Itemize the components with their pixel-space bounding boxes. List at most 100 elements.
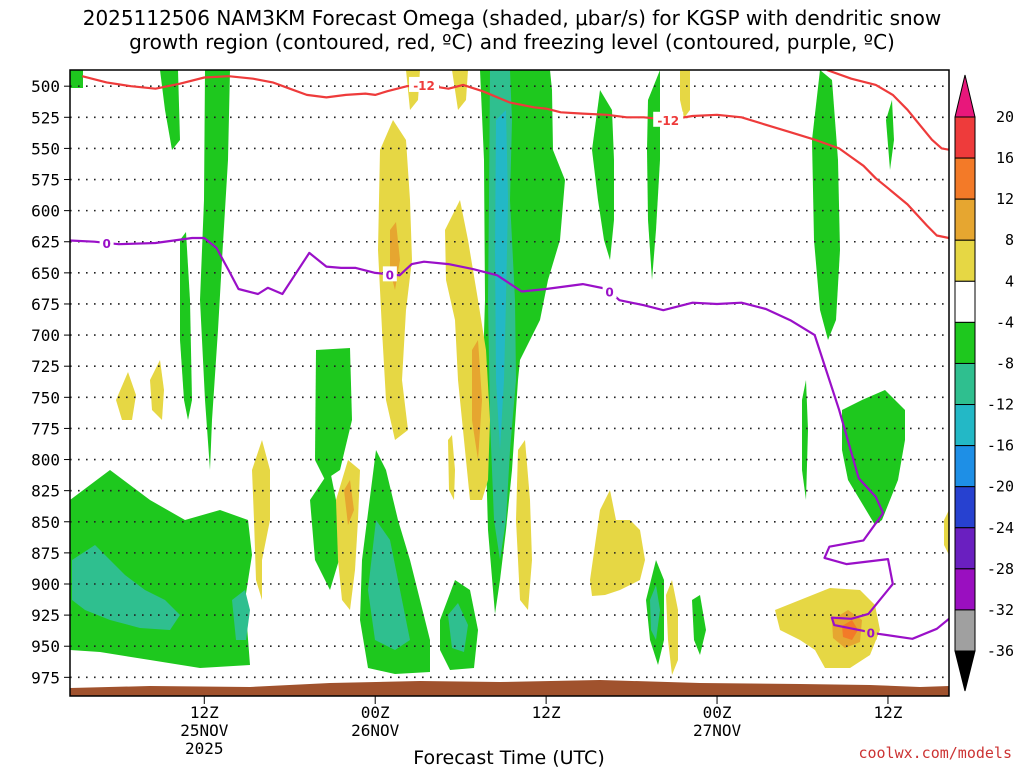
y-tick-label: 725 (31, 357, 60, 376)
omega-region-green (70, 70, 83, 88)
omega-region-yellow (452, 70, 468, 110)
omega-region-gold (472, 340, 482, 460)
x-tick-label: 00Z (703, 703, 732, 722)
contour-label: -12 (657, 114, 679, 128)
y-tick-label: 675 (31, 295, 60, 314)
omega-region-yellow (150, 360, 164, 420)
colorbar-band (954, 362, 976, 406)
contour-label: 0 (102, 237, 110, 251)
credit-text: coolwx.com/models (858, 744, 1012, 762)
colorbar-label: 20 (996, 108, 1014, 126)
y-tick-label: 750 (31, 388, 60, 407)
contour-label-bg (99, 234, 114, 250)
colorbar-label: -8 (996, 354, 1014, 372)
contour-label: 0 (867, 627, 875, 641)
y-tick-label: 525 (31, 108, 60, 127)
omega-region-teal (232, 590, 250, 640)
omega-region-yellow (944, 510, 949, 555)
omega-region-yellow (252, 440, 270, 600)
omega-region-yellow (666, 580, 678, 675)
contour-label-bg (864, 624, 877, 640)
omega-region-green (315, 348, 352, 480)
omega-region-green (160, 70, 180, 150)
omega-region-green (802, 380, 808, 500)
colorbar-label: -20 (987, 478, 1014, 496)
colorbar-top-triangle (954, 74, 976, 118)
omega-region-yellow (590, 490, 645, 596)
omega-shading (70, 70, 949, 675)
y-tick-label: 575 (31, 171, 60, 190)
colorbar-band (954, 527, 976, 570)
omega-region-green (886, 100, 894, 170)
x-tick-label: 12Z (874, 703, 903, 722)
colorbar-label: 8 (1005, 231, 1014, 249)
x-tick-label: 27NOV (693, 721, 742, 740)
x-tick-label: 26NOV (351, 721, 400, 740)
omega-region-teal (72, 545, 180, 630)
x-axis-label: Forecast Time (UTC) (413, 747, 604, 768)
omega-region-green (180, 232, 192, 420)
colorbar-label: -32 (987, 601, 1014, 619)
colorbar-label: -28 (987, 560, 1014, 578)
y-tick-label: 850 (31, 513, 60, 532)
contour-line-1 (81, 75, 949, 240)
omega-region-green (200, 70, 230, 470)
y-tick-label: 950 (31, 637, 60, 656)
colorbar-band (954, 321, 976, 364)
chart-title-line-1: 2025112506 NAM3KM Forecast Omega (shaded… (83, 6, 942, 30)
omega-region-green (692, 595, 706, 655)
colorbar-label: -16 (987, 437, 1014, 455)
colorbar: 20 16 12 8 4 -4 -8 -12 -16 -20 -24 -28 -32 -36 (954, 74, 1014, 692)
omega-region-yellow (336, 460, 360, 610)
omega-region-green (812, 70, 840, 340)
colorbar-label: 4 (1005, 272, 1014, 290)
colorbar-band (954, 404, 976, 447)
y-tick-label: 825 (31, 482, 60, 501)
y-tick-label: 775 (31, 419, 60, 438)
colorbar-label: -12 (987, 396, 1014, 414)
x-tick-label: 2025 (185, 739, 224, 758)
omega-region-teal (650, 585, 660, 640)
plot-frame (69, 69, 950, 697)
y-tick-label: 650 (31, 264, 60, 283)
y-tick-label: 925 (31, 606, 60, 625)
colorbar-band (954, 157, 976, 200)
y-tick-label: 625 (31, 233, 60, 252)
contour-label-bg (653, 111, 684, 127)
colorbar-label: 16 (996, 149, 1014, 167)
colorbar-band (954, 609, 976, 652)
omega-region-yellow (516, 440, 532, 610)
colorbar-bottom-triangle (954, 650, 976, 692)
omega-region-yellow (116, 372, 136, 420)
colorbar-band (954, 198, 976, 241)
x-tick-label: 12Z (532, 703, 561, 722)
y-tick-label: 900 (31, 575, 60, 594)
y-tick-label: 550 (31, 139, 60, 158)
y-tick-label: 700 (31, 326, 60, 345)
contour-label: 0 (386, 268, 394, 282)
omega-region-teal (368, 520, 410, 650)
contour-label-bg (409, 76, 440, 92)
colorbar-label: -4 (996, 313, 1014, 331)
y-tick-label: 600 (31, 202, 60, 221)
omega-region-green (592, 90, 614, 260)
colorbar-band (954, 239, 976, 282)
x-tick-label: 12Z (190, 703, 219, 722)
y-tick-label: 800 (31, 451, 60, 470)
contour-label: -12 (413, 79, 435, 93)
chart-title-line-2: growth region (contoured, red, ºC) and f… (129, 30, 895, 54)
contour-label-bg (602, 283, 617, 299)
y-axis-ticks: 500 525 550 575 600 625 650 675 700 725 750 775 800 8… (31, 77, 70, 687)
omega-region-green (310, 470, 345, 590)
contour-label: 0 (605, 285, 613, 299)
x-tick-label: 25NOV (180, 721, 229, 740)
contour-series: 0 0 0 -12 -12 0 (70, 70, 949, 641)
omega-region-cyan (495, 110, 508, 450)
colorbar-band (954, 568, 976, 611)
y-tick-label: 975 (31, 668, 60, 687)
x-tick-label: 00Z (361, 703, 390, 722)
omega-region-yellow (448, 435, 455, 500)
y-tick-label: 500 (31, 77, 60, 96)
